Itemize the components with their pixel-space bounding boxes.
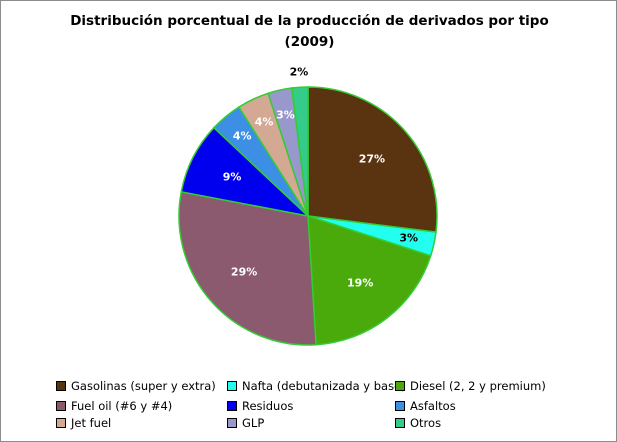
data-label-asfaltos: 4% <box>233 130 252 143</box>
legend-item-asfaltos: Asfaltos <box>395 399 456 413</box>
data-label-otros: 2% <box>290 65 309 78</box>
data-label-diesel-2-2-y-premium: 19% <box>347 276 373 289</box>
chart-title: Distribución porcentual de la producción… <box>70 13 549 29</box>
data-label-residuos: 9% <box>223 170 242 183</box>
legend-swatch <box>227 401 237 411</box>
legend-item-residuos: Residuos <box>227 399 293 413</box>
legend-label: Gasolinas (super y extra) <box>71 379 216 393</box>
legend-item-gasolinas-super-y-extra: Gasolinas (super y extra) <box>56 379 216 393</box>
legend-item-diesel-2-2-y-premium: Diesel (2, 2 y premium) <box>395 379 546 393</box>
legend-label: Asfaltos <box>410 399 456 413</box>
legend-swatch <box>395 418 405 428</box>
chart-subtitle: (2009) <box>284 34 335 50</box>
data-label-jet-fuel: 4% <box>255 116 274 129</box>
data-label-fuel-oil-6-y-4: 29% <box>231 265 257 278</box>
legend-swatch <box>395 381 405 391</box>
legend-label: Nafta (debutanizada y base) <box>242 379 406 393</box>
legend-item-fuel-oil-6-y-4: Fuel oil (#6 y #4) <box>56 399 172 413</box>
data-label-glp: 3% <box>276 108 295 121</box>
pie-slice-diesel-2-2-y-premium <box>307 214 432 346</box>
legend-swatch <box>56 381 66 391</box>
legend-label: Fuel oil (#6 y #4) <box>71 399 173 413</box>
legend-item-otros: Otros <box>395 416 441 430</box>
legend-swatch <box>56 418 66 428</box>
legend-swatch <box>227 381 237 391</box>
data-label-nafta-debutanizada-y-base: 3% <box>399 232 418 245</box>
data-label-gasolinas-super-y-extra: 27% <box>359 153 385 166</box>
pie-slice-gasolinas-super-y-extra <box>307 86 438 234</box>
legend-swatch <box>227 418 237 428</box>
legend-label: Diesel (2, 2 y premium) <box>410 379 546 393</box>
legend-item-jet-fuel: Jet fuel <box>56 416 111 430</box>
legend-label: Otros <box>410 416 442 430</box>
legend-swatch <box>395 401 405 411</box>
legend-item-glp: GLP <box>227 416 264 430</box>
legend-label: GLP <box>242 416 265 430</box>
legend-swatch <box>56 401 66 411</box>
pie-slice-fuel-oil-6-y-4 <box>178 190 317 346</box>
pie-slice-otros <box>290 86 309 217</box>
legend-item-nafta-debutanizada-y-base: Nafta (debutanizada y base) <box>227 379 406 393</box>
legend-label: Jet fuel <box>71 416 112 430</box>
legend-label: Residuos <box>242 399 294 413</box>
